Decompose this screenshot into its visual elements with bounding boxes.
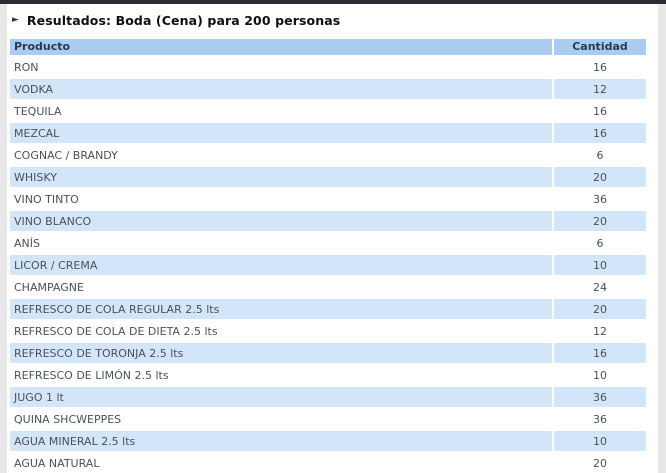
table-row: AGUA NATURAL 20 (10, 453, 646, 473)
table-row: MEZCAL 16 (10, 123, 646, 143)
product-cell: VINO BLANCO (10, 211, 552, 231)
quantity-cell: 16 (554, 101, 646, 121)
product-cell: MEZCAL (10, 123, 552, 143)
product-cell: REFRESCO DE LIMÓN 2.5 lts (10, 365, 552, 385)
quantity-cell: 12 (554, 79, 646, 99)
content-area: ► Resultados: Boda (Cena) para 200 perso… (7, 4, 658, 473)
table-row: ANÍS 6 (10, 233, 646, 253)
quantity-cell: 10 (554, 365, 646, 385)
results-section-header[interactable]: ► Resultados: Boda (Cena) para 200 perso… (7, 4, 658, 37)
product-cell: VODKA (10, 79, 552, 99)
top-border-bar (0, 0, 666, 4)
product-cell: REFRESCO DE COLA DE DIETA 2.5 lts (10, 321, 552, 341)
table-row: VODKA 12 (10, 79, 646, 99)
column-header-cantidad: Cantidad (554, 39, 646, 55)
product-cell: AGUA MINERAL 2.5 lts (10, 431, 552, 451)
quantity-cell: 16 (554, 343, 646, 363)
table-row: REFRESCO DE COLA DE DIETA 2.5 lts 12 (10, 321, 646, 341)
quantity-cell: 36 (554, 387, 646, 407)
table-row: REFRESCO DE TORONJA 2.5 lts 16 (10, 343, 646, 363)
quantity-cell: 16 (554, 57, 646, 77)
quantity-cell: 20 (554, 453, 646, 473)
product-cell: RON (10, 57, 552, 77)
product-cell: TEQUILA (10, 101, 552, 121)
product-cell: LICOR / CREMA (10, 255, 552, 275)
quantity-cell: 10 (554, 431, 646, 451)
product-cell: CHAMPAGNE (10, 277, 552, 297)
quantity-cell: 12 (554, 321, 646, 341)
quantity-cell: 36 (554, 409, 646, 429)
table-row: VINO TINTO 36 (10, 189, 646, 209)
product-cell: AGUA NATURAL (10, 453, 552, 473)
table-header-row: Producto Cantidad (10, 39, 646, 55)
quantity-cell: 20 (554, 167, 646, 187)
product-cell: REFRESCO DE COLA REGULAR 2.5 lts (10, 299, 552, 319)
table-row: AGUA MINERAL 2.5 lts 10 (10, 431, 646, 451)
product-cell: COGNAC / BRANDY (10, 145, 552, 165)
table-body: RON 16 VODKA 12 TEQUILA 16 MEZCAL 16 COG… (10, 57, 646, 473)
table-row: REFRESCO DE LIMÓN 2.5 lts 10 (10, 365, 646, 385)
quantity-cell: 10 (554, 255, 646, 275)
table-row: QUINA SHCWEPPES 36 (10, 409, 646, 429)
product-cell: QUINA SHCWEPPES (10, 409, 552, 429)
quantity-cell: 24 (554, 277, 646, 297)
table-row: CHAMPAGNE 24 (10, 277, 646, 297)
table-row: WHISKY 20 (10, 167, 646, 187)
quantity-cell: 6 (554, 233, 646, 253)
quantity-cell: 6 (554, 145, 646, 165)
table-row: REFRESCO DE COLA REGULAR 2.5 lts 20 (10, 299, 646, 319)
table-row: JUGO 1 lt 36 (10, 387, 646, 407)
quantity-cell: 20 (554, 299, 646, 319)
table-row: RON 16 (10, 57, 646, 77)
page-title: Resultados: Boda (Cena) para 200 persona… (26, 13, 341, 28)
product-cell: VINO TINTO (10, 189, 552, 209)
results-table: Producto Cantidad RON 16 VODKA 12 TEQUIL… (8, 37, 648, 473)
product-cell: ANÍS (10, 233, 552, 253)
collapse-arrow-icon: ► (12, 15, 19, 25)
product-cell: WHISKY (10, 167, 552, 187)
product-cell: REFRESCO DE TORONJA 2.5 lts (10, 343, 552, 363)
product-cell: JUGO 1 lt (10, 387, 552, 407)
quantity-cell: 36 (554, 189, 646, 209)
quantity-cell: 16 (554, 123, 646, 143)
table-row: VINO BLANCO 20 (10, 211, 646, 231)
column-header-producto: Producto (10, 39, 552, 55)
table-row: COGNAC / BRANDY 6 (10, 145, 646, 165)
quantity-cell: 20 (554, 211, 646, 231)
table-row: LICOR / CREMA 10 (10, 255, 646, 275)
table-row: TEQUILA 16 (10, 101, 646, 121)
